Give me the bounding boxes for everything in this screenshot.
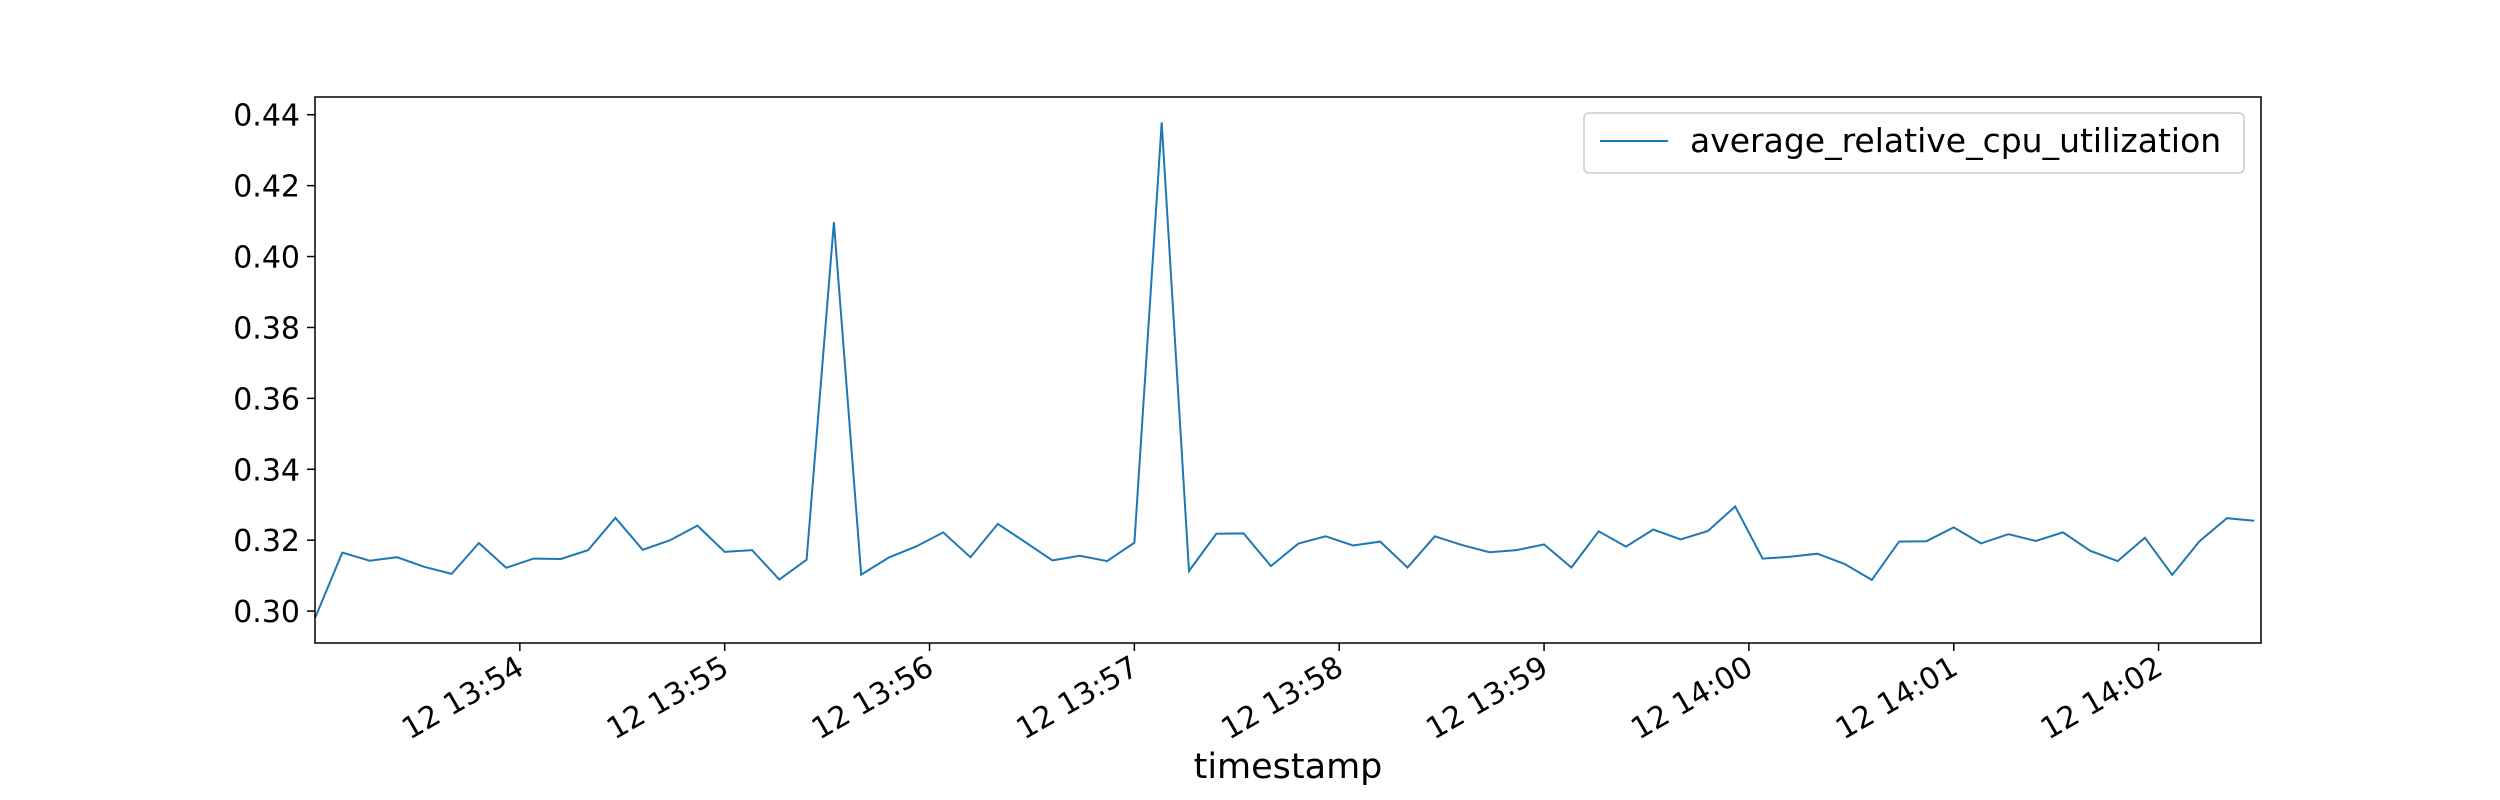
x-axis: 12 13:54 12 13:55 12 13:56 12 13:57 12 13:58… bbox=[396, 643, 2169, 747]
legend-box bbox=[1583, 112, 2245, 174]
x-tick-label: 12 14:01 bbox=[1830, 650, 1964, 747]
x-tick-label: 12 13:55 bbox=[601, 650, 735, 747]
x-tick-label: 12 13:57 bbox=[1011, 650, 1145, 747]
series-line-average-relative-cpu-utilization bbox=[314, 122, 2255, 619]
x-tick-label: 12 13:59 bbox=[1420, 650, 1554, 747]
x-tick-label: 12 13:56 bbox=[806, 650, 940, 747]
x-axis-label: timestamp bbox=[1194, 747, 1383, 787]
y-tick-label: 0.32 bbox=[233, 524, 300, 559]
y-tick-label: 0.42 bbox=[233, 170, 300, 205]
y-tick-label: 0.44 bbox=[233, 99, 300, 134]
y-tick-label: 0.34 bbox=[233, 453, 300, 488]
legend: average_relative_cpu_utilization bbox=[1583, 112, 2245, 174]
plot-area bbox=[315, 97, 2261, 643]
plot-frame bbox=[314, 96, 2262, 644]
legend-label: average_relative_cpu_utilization bbox=[1690, 121, 2221, 160]
y-tick-label: 0.30 bbox=[233, 595, 300, 630]
x-tick-label: 12 14:02 bbox=[2035, 650, 2169, 747]
y-tick-label: 0.36 bbox=[233, 382, 300, 417]
x-tick-label: 12 14:00 bbox=[1625, 650, 1759, 747]
x-tick-label: 12 13:58 bbox=[1216, 650, 1350, 747]
x-tick-label: 12 13:54 bbox=[396, 650, 530, 747]
y-tick-label: 0.40 bbox=[233, 241, 300, 276]
y-tick-label: 0.38 bbox=[233, 311, 300, 346]
y-axis: 0.30 0.32 0.34 0.36 0.38 0.40 0.42 0.44 bbox=[233, 99, 315, 630]
